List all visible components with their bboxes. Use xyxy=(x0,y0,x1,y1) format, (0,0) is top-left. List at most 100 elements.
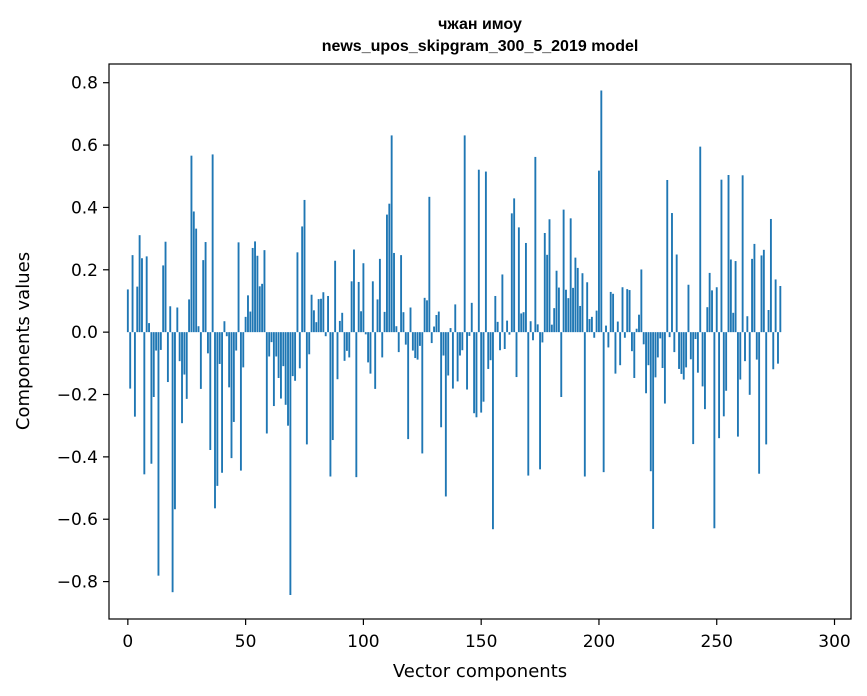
bar xyxy=(197,326,200,333)
bar xyxy=(296,252,299,333)
bar xyxy=(228,332,231,388)
bar xyxy=(581,273,584,333)
bar xyxy=(588,319,591,333)
bar xyxy=(430,332,433,344)
bar xyxy=(492,332,494,530)
bar xyxy=(678,332,680,369)
bar xyxy=(645,332,647,394)
bar xyxy=(261,283,264,333)
bar xyxy=(605,325,607,333)
bar xyxy=(736,332,739,437)
bar xyxy=(682,332,685,380)
bar xyxy=(138,235,141,333)
bar xyxy=(548,219,551,333)
bar xyxy=(126,289,129,333)
bar xyxy=(758,332,761,474)
bar xyxy=(621,287,624,333)
bar xyxy=(247,295,249,333)
bar xyxy=(287,332,289,426)
bar xyxy=(520,313,523,333)
bar xyxy=(145,256,148,333)
bar xyxy=(338,320,341,333)
bar xyxy=(265,332,268,434)
bar xyxy=(258,286,261,333)
bar xyxy=(642,332,645,345)
bar xyxy=(609,291,612,333)
bar xyxy=(371,281,374,333)
bar xyxy=(322,292,325,333)
bar xyxy=(329,332,332,477)
y-axis-label: Components values xyxy=(13,252,34,430)
bar xyxy=(225,332,228,337)
bar xyxy=(755,332,758,360)
bar xyxy=(143,332,146,475)
bar xyxy=(772,332,775,370)
bar xyxy=(628,290,631,333)
bar xyxy=(619,332,622,366)
bar xyxy=(289,332,292,595)
bar xyxy=(487,332,490,369)
x-axis-label: Vector components xyxy=(393,661,567,682)
bar xyxy=(510,213,513,333)
bar xyxy=(701,332,704,387)
x-tick-label: 200 xyxy=(583,632,615,652)
bar xyxy=(383,311,386,333)
bar xyxy=(579,305,582,333)
bar xyxy=(565,289,567,333)
x-tick-label: 0 xyxy=(122,632,133,652)
bar xyxy=(192,211,195,333)
bar xyxy=(449,328,452,333)
bar xyxy=(395,326,398,333)
bar xyxy=(614,332,617,374)
bar xyxy=(303,199,306,333)
bar xyxy=(713,332,716,529)
bar xyxy=(569,218,572,333)
bar xyxy=(164,241,167,333)
bar xyxy=(174,332,176,510)
bar xyxy=(630,332,633,352)
bar xyxy=(557,287,560,333)
bar xyxy=(484,171,487,333)
bar xyxy=(148,323,150,333)
bar xyxy=(369,332,372,374)
bar xyxy=(715,287,718,333)
bar xyxy=(381,332,384,358)
bar xyxy=(421,332,424,454)
bar xyxy=(426,300,428,333)
bar xyxy=(635,328,638,333)
bar xyxy=(451,332,454,389)
bar xyxy=(244,316,247,333)
bar xyxy=(744,332,746,362)
bar xyxy=(671,213,673,333)
bar xyxy=(466,332,468,390)
bar xyxy=(685,332,688,368)
bar xyxy=(263,250,266,333)
x-tick-label: 150 xyxy=(465,632,497,652)
bar xyxy=(732,312,735,333)
bar xyxy=(364,332,367,335)
bar xyxy=(190,155,193,333)
bar xyxy=(282,332,285,367)
bar xyxy=(513,198,516,333)
bar xyxy=(729,259,732,333)
bar xyxy=(360,311,362,333)
bar xyxy=(489,332,492,361)
bar xyxy=(470,302,473,333)
bar xyxy=(256,255,259,333)
bar xyxy=(468,332,471,336)
bar xyxy=(576,267,579,333)
bar xyxy=(442,332,445,356)
bar xyxy=(638,314,640,333)
bar xyxy=(454,304,457,333)
bar xyxy=(546,254,549,333)
bar xyxy=(739,332,742,380)
bar xyxy=(506,320,509,333)
bar xyxy=(704,332,706,410)
bar xyxy=(647,332,650,366)
bar xyxy=(301,226,304,333)
bar xyxy=(595,310,598,333)
bars-layer xyxy=(126,90,782,595)
bar xyxy=(136,286,139,333)
bar xyxy=(612,293,615,333)
bar xyxy=(654,332,657,378)
